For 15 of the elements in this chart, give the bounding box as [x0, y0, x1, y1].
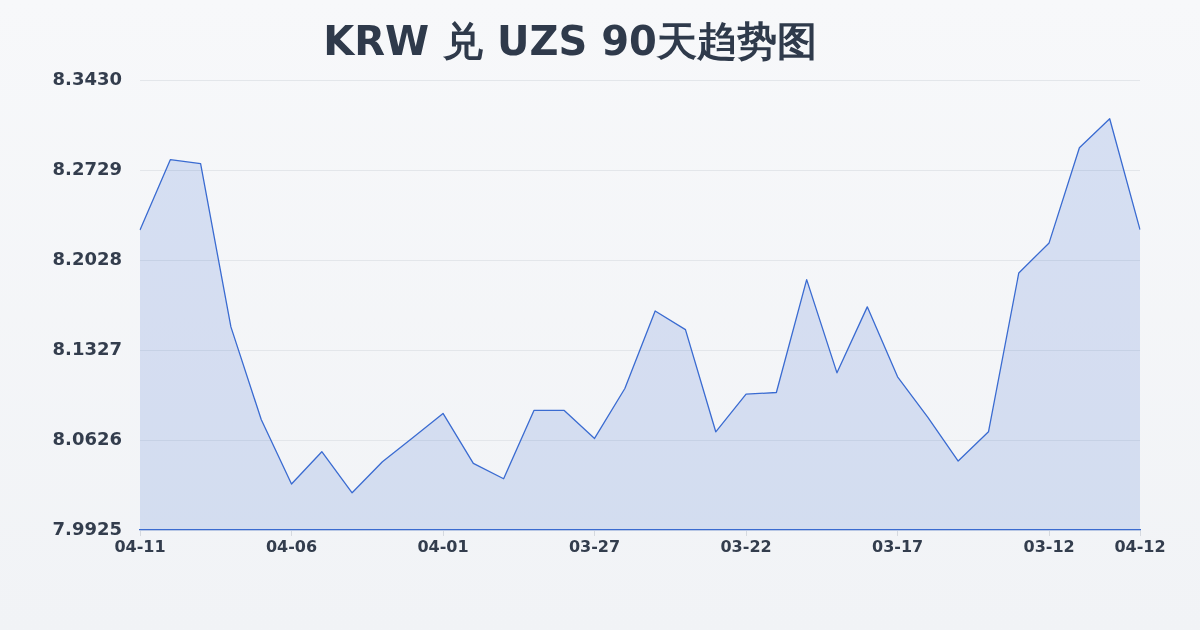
x-tick-label: 03-27: [568, 536, 621, 556]
y-tick-label: 8.0626: [52, 427, 122, 449]
x-tick-label: 03-12: [1023, 536, 1075, 556]
x-tick-label: 03-22: [720, 536, 772, 556]
x-tick-label: 04-11: [114, 536, 166, 556]
x-tick-label: 03-17: [871, 536, 924, 556]
y-tick-label: 7.9925: [52, 517, 122, 539]
x-tick-label: 04-01: [417, 536, 469, 556]
y-tick-label: 8.1327: [52, 337, 122, 359]
y-tick-label: 8.2028: [52, 247, 122, 269]
chart-title: KRW 兑 UZS 90天趋势图: [323, 18, 817, 65]
y-tick-label: 8.2729: [52, 157, 122, 179]
x-tick-label: 04-12: [1114, 536, 1166, 556]
x-tick-label: 04-06: [265, 536, 318, 556]
y-tick-label: 8.3430: [52, 67, 122, 89]
